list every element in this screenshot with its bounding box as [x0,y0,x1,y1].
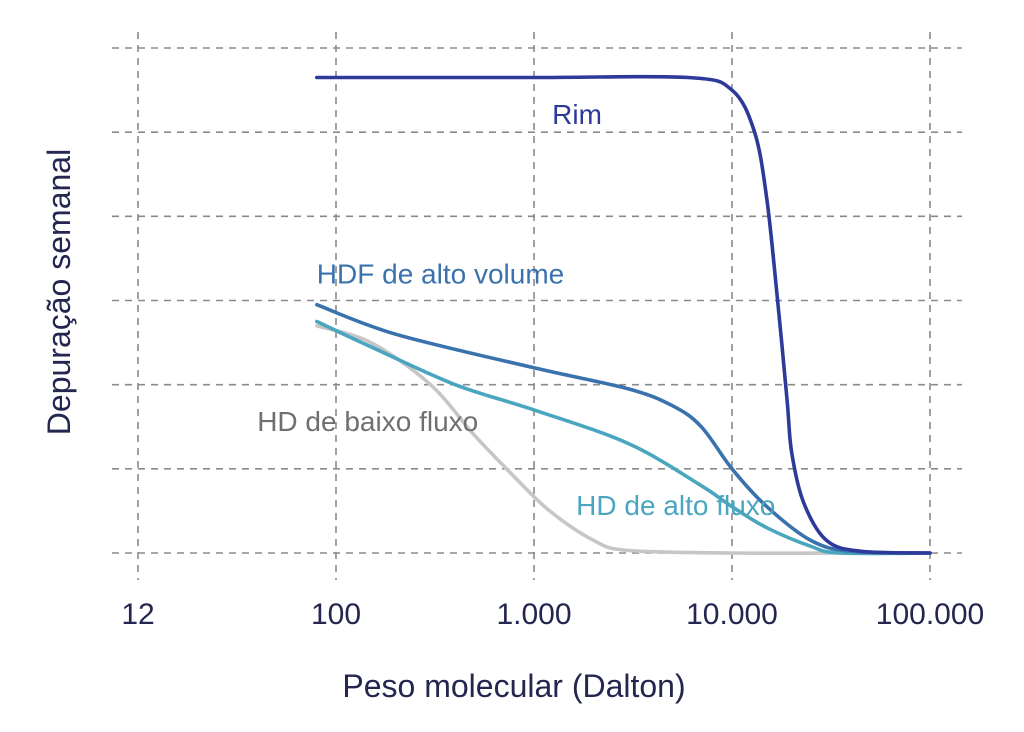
series-labels: Rim HDF de alto volume HD de alto fluxo HD … [257,99,775,521]
x-tick-labels: 12 100 1.000 10.000 100.000 [121,598,984,631]
x-tick-label-2: 1.000 [496,598,571,631]
series-line-0 [315,74,932,555]
x-axis-title: Peso molecular (Dalton) [342,668,685,704]
x-tick-label-1: 100 [311,598,361,631]
x-tick-label-3: 10.000 [686,598,778,631]
y-axis-title: Depuração semanal [41,149,77,435]
x-tick-label-0: 12 [121,598,154,631]
x-tick-label-4: 100.000 [876,598,984,631]
series-lines [315,74,932,556]
series-label-0: Rim [552,99,602,130]
series-line-3 [315,324,853,555]
series-label-3: HD de baixo fluxo [257,406,478,437]
series-label-1: HDF de alto volume [317,259,564,290]
series-label-2: HD de alto fluxo [576,490,775,521]
series-line-1 [315,302,932,555]
series-line-2 [315,319,932,556]
